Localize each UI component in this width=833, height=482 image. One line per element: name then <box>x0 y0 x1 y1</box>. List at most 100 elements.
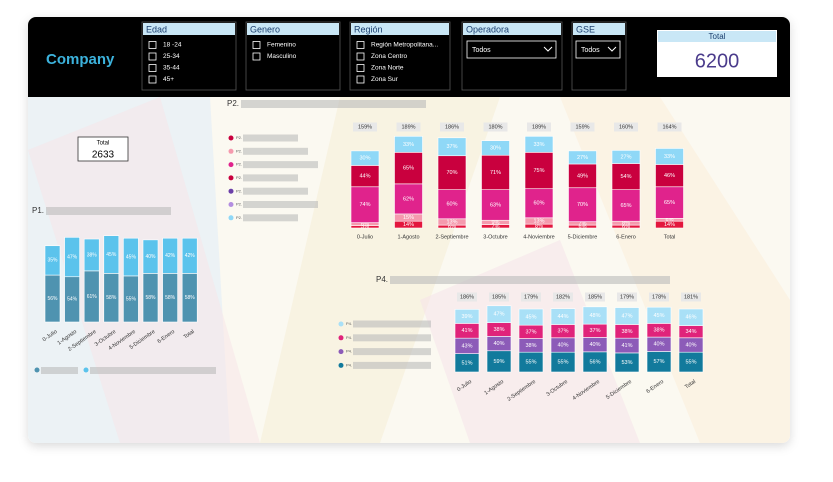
segment-label: 14% <box>403 222 414 228</box>
segment-label: 74% <box>359 202 370 208</box>
legend-label: P4. <box>346 321 352 326</box>
bar-segment <box>524 188 554 219</box>
legend-dot <box>228 188 234 194</box>
segment-label: 35% <box>47 258 58 264</box>
dropdown[interactable] <box>575 40 621 59</box>
slicer-item: Zona Centro <box>371 53 408 60</box>
segment-label: 62% <box>403 196 414 202</box>
blurred-title <box>241 100 426 108</box>
slicer-item: Masculino <box>267 53 297 60</box>
segment-label: 39% <box>461 314 472 320</box>
segment-label: 34% <box>685 329 696 335</box>
segment-label: 63% <box>490 202 501 208</box>
legend-label: P2. <box>236 215 242 220</box>
bar-segment <box>582 306 608 325</box>
checkbox[interactable] <box>148 52 157 61</box>
blurred-legend <box>243 147 308 155</box>
segment-label: 41% <box>621 343 632 349</box>
segment-label: 40% <box>589 342 600 348</box>
legend-dot <box>338 335 344 341</box>
segment-label: 33% <box>533 142 544 148</box>
blurred-legend <box>243 174 298 182</box>
segment-label: 43% <box>461 343 472 349</box>
bar-segment <box>524 152 554 190</box>
segment-label: 65% <box>403 166 414 172</box>
segment-label: 40% <box>145 254 156 260</box>
segment-label: 55% <box>525 360 536 366</box>
checkbox[interactable] <box>356 75 365 84</box>
total-badge <box>353 122 377 132</box>
slicer-title: Región <box>354 24 383 34</box>
x-tick-label: 5-Diciembre <box>568 234 598 240</box>
legend-label: P2. <box>236 162 242 167</box>
checkbox[interactable] <box>252 41 261 49</box>
checkbox[interactable] <box>148 64 157 72</box>
segment-label: 6% <box>622 224 630 230</box>
legend-dot <box>83 367 89 373</box>
x-tick-label: 1-Agosto <box>397 234 419 240</box>
total-label: 178% <box>652 294 666 300</box>
total-badge <box>657 122 682 132</box>
bar-segment <box>83 238 100 272</box>
segment-label: 40% <box>685 342 696 348</box>
segment-label: 27% <box>577 155 588 161</box>
checkbox[interactable] <box>148 41 157 49</box>
segment-label: 44% <box>359 174 370 180</box>
bar-segment <box>646 306 672 324</box>
segment-label: 58% <box>106 295 117 301</box>
legend-dot <box>228 202 234 207</box>
slicer-title: Operadora <box>466 24 509 34</box>
slicer-header <box>463 23 561 35</box>
bar-segment <box>655 148 684 165</box>
dropdown[interactable] <box>466 40 557 59</box>
checkbox[interactable] <box>252 52 261 61</box>
legend-dot <box>34 367 40 373</box>
checkbox[interactable] <box>356 52 365 61</box>
segment-label: 56% <box>589 359 600 365</box>
bar-segment <box>454 309 480 324</box>
blurred-legend <box>353 348 431 356</box>
segment-label: 38% <box>653 328 664 334</box>
segment-label: 51% <box>461 360 472 366</box>
segment-label: 14% <box>664 222 675 228</box>
slicer <box>245 21 341 91</box>
legend-label: P2. <box>236 202 242 207</box>
value: 2633 <box>92 150 115 161</box>
segment-label: 7% <box>579 221 587 227</box>
total-badge <box>440 122 464 132</box>
total-label: 164% <box>662 124 676 130</box>
segment-label: 57% <box>653 359 664 365</box>
chevron <box>543 46 553 52</box>
bar-segment <box>437 137 467 157</box>
checkbox[interactable] <box>356 64 365 72</box>
x-tick-label: Total <box>664 234 676 240</box>
chart-title: P4. <box>376 275 388 284</box>
total-badge <box>570 122 595 132</box>
dropdown-value: Todos <box>472 47 491 54</box>
segment-label: 47% <box>621 313 632 319</box>
segment-label: 42% <box>165 253 176 259</box>
legend-label: P4. <box>346 362 352 367</box>
slicer-header <box>143 23 235 35</box>
segment-label: 30% <box>490 145 501 151</box>
total-label: 181% <box>684 294 698 300</box>
total-label: 185% <box>492 294 506 300</box>
bar-segment <box>437 189 467 220</box>
checkbox[interactable] <box>356 41 365 49</box>
total-label: 159% <box>358 124 372 130</box>
segment-label: 13% <box>533 218 544 224</box>
blurred-legend <box>90 367 216 374</box>
segment-label: 33% <box>664 154 675 160</box>
slicer-title: Genero <box>250 24 280 34</box>
total-badge <box>457 292 477 302</box>
bar-segment <box>350 150 380 166</box>
segment-label: 27% <box>620 154 631 160</box>
total-badge <box>681 292 701 302</box>
segment-label: 55% <box>126 296 137 302</box>
checkbox[interactable] <box>148 75 157 84</box>
segment-label: 55% <box>557 360 568 366</box>
x-tick-label: Total <box>684 379 697 391</box>
blurred-legend <box>243 187 308 195</box>
segment-label: 58% <box>145 295 156 301</box>
